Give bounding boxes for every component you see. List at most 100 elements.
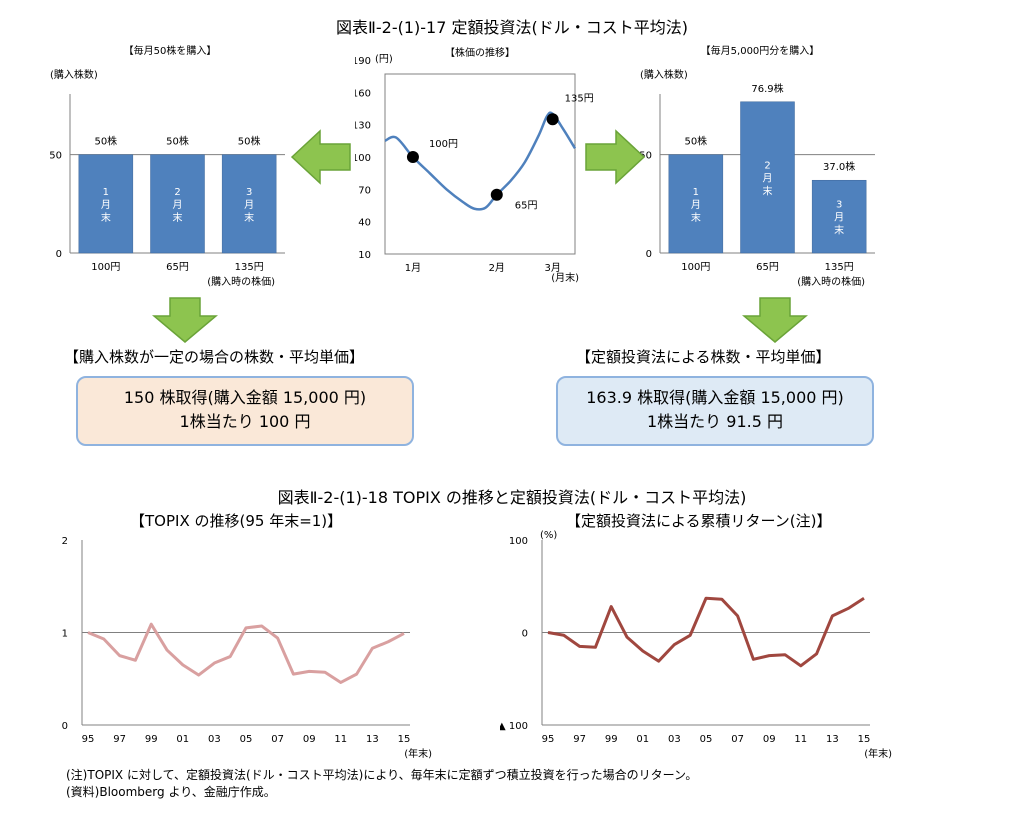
x-tick-label: 95 <box>542 734 555 745</box>
bar-data-label: 50株 <box>684 135 707 148</box>
bar-inner-label: 2 <box>764 160 770 171</box>
footnote: (注)TOPIX に対して、定額投資法(ドル・コスト平均法)により、毎年末に定額… <box>66 768 698 782</box>
y-tick-label: 70 <box>358 185 371 196</box>
bar-inner-label: 月 <box>834 212 844 224</box>
bar-inner-label: 末 <box>763 184 773 197</box>
x-tick-label: 1月 <box>405 262 421 274</box>
bar-inner-label: 末 <box>691 211 701 224</box>
x-tick-label: 99 <box>145 734 158 745</box>
fixed-amount-result-line2: 1株当たり 91.5 円 <box>647 412 783 431</box>
x-tick-label: 03 <box>668 734 681 745</box>
bar-data-label: 50株 <box>94 135 117 148</box>
x-tick-label: 03 <box>208 734 221 745</box>
source-note: (資料)Bloomberg より、金融庁作成。 <box>66 785 276 799</box>
bar-data-label: 76.9株 <box>751 82 783 95</box>
fixed-amount-result-box: 163.9 株取得(購入金額 15,000 円) 1株当たり 91.5 円 <box>556 376 874 446</box>
y-tick-label: 130 <box>355 121 371 132</box>
y-tick-label: ▲ 100 <box>500 721 528 732</box>
x-tick-label: 11 <box>334 734 347 745</box>
plot-frame <box>384 73 576 255</box>
bar-inner-label: 月 <box>173 199 183 211</box>
x-axis-label: (年末) <box>864 747 892 760</box>
x-tick-label: 97 <box>113 734 126 745</box>
fixed-shares-heading: 【購入株数が一定の場合の株数・平均単価】 <box>64 348 365 366</box>
x-tick-label: 97 <box>573 734 586 745</box>
series-line <box>547 596 865 668</box>
bar-inner-label: 月 <box>691 199 701 211</box>
fixed-amount-result-line1: 163.9 株取得(購入金額 15,000 円) <box>586 388 844 407</box>
x-tick-label: 100円 <box>91 262 120 273</box>
y-tick-label: 40 <box>358 218 371 229</box>
bar-inner-label: 月 <box>244 199 254 211</box>
bar-inner-label: 3 <box>836 200 842 211</box>
x-axis-label: (月末) <box>551 271 579 284</box>
marker-label: 100円 <box>429 139 458 150</box>
series-line <box>87 622 405 684</box>
x-tick-label: 07 <box>731 734 744 745</box>
bar-data-label: 50株 <box>238 135 261 148</box>
y-tick-label: 190 <box>355 56 371 67</box>
x-tick-label: 01 <box>636 734 649 745</box>
cumulative-return-heading: 【定額投資法による累積リターン(注)】 <box>566 512 832 530</box>
fixed-amount-heading: 【定額投資法による株数・平均単価】 <box>576 348 831 366</box>
y-axis-label: (円) <box>375 54 393 65</box>
x-tick-label: 135円 <box>235 262 264 273</box>
bar-inner-label: 月 <box>763 172 773 184</box>
x-tick-label: 15 <box>858 734 871 745</box>
bar-inner-label: 末 <box>244 211 254 224</box>
bar <box>740 101 795 254</box>
price-series-line <box>384 111 577 211</box>
y-axis-label: (購入株数) <box>50 68 98 81</box>
bar-data-label: 50株 <box>166 135 189 148</box>
fixed-shares-result-box: 150 株取得(購入金額 15,000 円) 1株当たり 100 円 <box>76 376 414 446</box>
bar-data-label: 37.0株 <box>823 160 855 173</box>
x-axis-label: (購入時の株価) <box>207 275 275 288</box>
x-tick-label: 05 <box>700 734 713 745</box>
figure-18-title: 図表Ⅱ-2-(1)-18 TOPIX の推移と定額投資法(ドル・コスト平均法) <box>277 488 747 507</box>
y-tick-label: 50 <box>639 151 652 162</box>
x-tick-label: 3月 <box>544 262 560 274</box>
right-arrow-icon <box>585 129 646 185</box>
x-tick-label: 13 <box>366 734 379 745</box>
fixed-shares-result-line1: 150 株取得(購入金額 15,000 円) <box>123 388 367 407</box>
x-tick-label: 15 <box>398 734 411 745</box>
y-tick-label: 0 <box>56 249 62 260</box>
stock-price-line-chart: 【株価の推移】 (円) 10 40 70 100 130 160 190 1月 2月 3月(月末) 10… <box>355 46 594 284</box>
chart-title: 【毎月5,000円分を購入】 <box>701 44 820 57</box>
cumulative-return-line-chart: 100 0 ▲ 100 95 97 99 01 03 05 07 09 11 13 15 (年末) (%) <box>500 530 892 760</box>
bar-inner-label: 1 <box>693 187 699 198</box>
y-axis-label: (購入株数) <box>640 68 688 81</box>
chart-title: 【株価の推移】 <box>445 46 515 59</box>
x-tick-label: 05 <box>240 734 253 745</box>
bar <box>811 179 867 254</box>
chart-title: 【毎月50株を購入】 <box>124 44 217 57</box>
marker-label: 135円 <box>565 93 594 104</box>
x-tick-label: 13 <box>826 734 839 745</box>
price-marker <box>490 188 503 201</box>
x-axis-label: (購入時の株価) <box>797 275 865 288</box>
x-tick-label: 01 <box>176 734 189 745</box>
down-arrow-right-icon <box>742 297 808 343</box>
y-tick-label: 0 <box>62 721 68 732</box>
bar-inner-label: 3 <box>246 187 252 198</box>
price-marker <box>406 151 419 163</box>
left-arrow-icon <box>290 129 351 185</box>
bar <box>221 154 277 254</box>
x-tick-label: 135円 <box>825 262 854 273</box>
x-tick-label: 11 <box>794 734 807 745</box>
y-tick-label: 1 <box>62 629 68 640</box>
bar-inner-label: 1 <box>103 187 109 198</box>
x-tick-label: 65円 <box>756 262 779 273</box>
fixed-shares-result-line2: 1株当たり 100 円 <box>179 412 311 431</box>
x-tick-label: 95 <box>82 734 95 745</box>
x-tick-label: 2月 <box>489 262 505 274</box>
fixed-shares-bar-chart: 【毎月50株を購入】(購入株数)05050株1月末100円50株2月末65円50… <box>49 44 285 288</box>
y-axis-label: (%) <box>540 530 557 541</box>
x-tick-label: 09 <box>303 734 316 745</box>
bar-inner-label: 末 <box>173 211 183 224</box>
bar-inner-label: 月 <box>101 199 111 211</box>
price-marker <box>546 113 559 126</box>
y-tick-label: 100 <box>355 153 371 164</box>
y-tick-label: 50 <box>49 151 62 162</box>
bar <box>668 154 724 254</box>
